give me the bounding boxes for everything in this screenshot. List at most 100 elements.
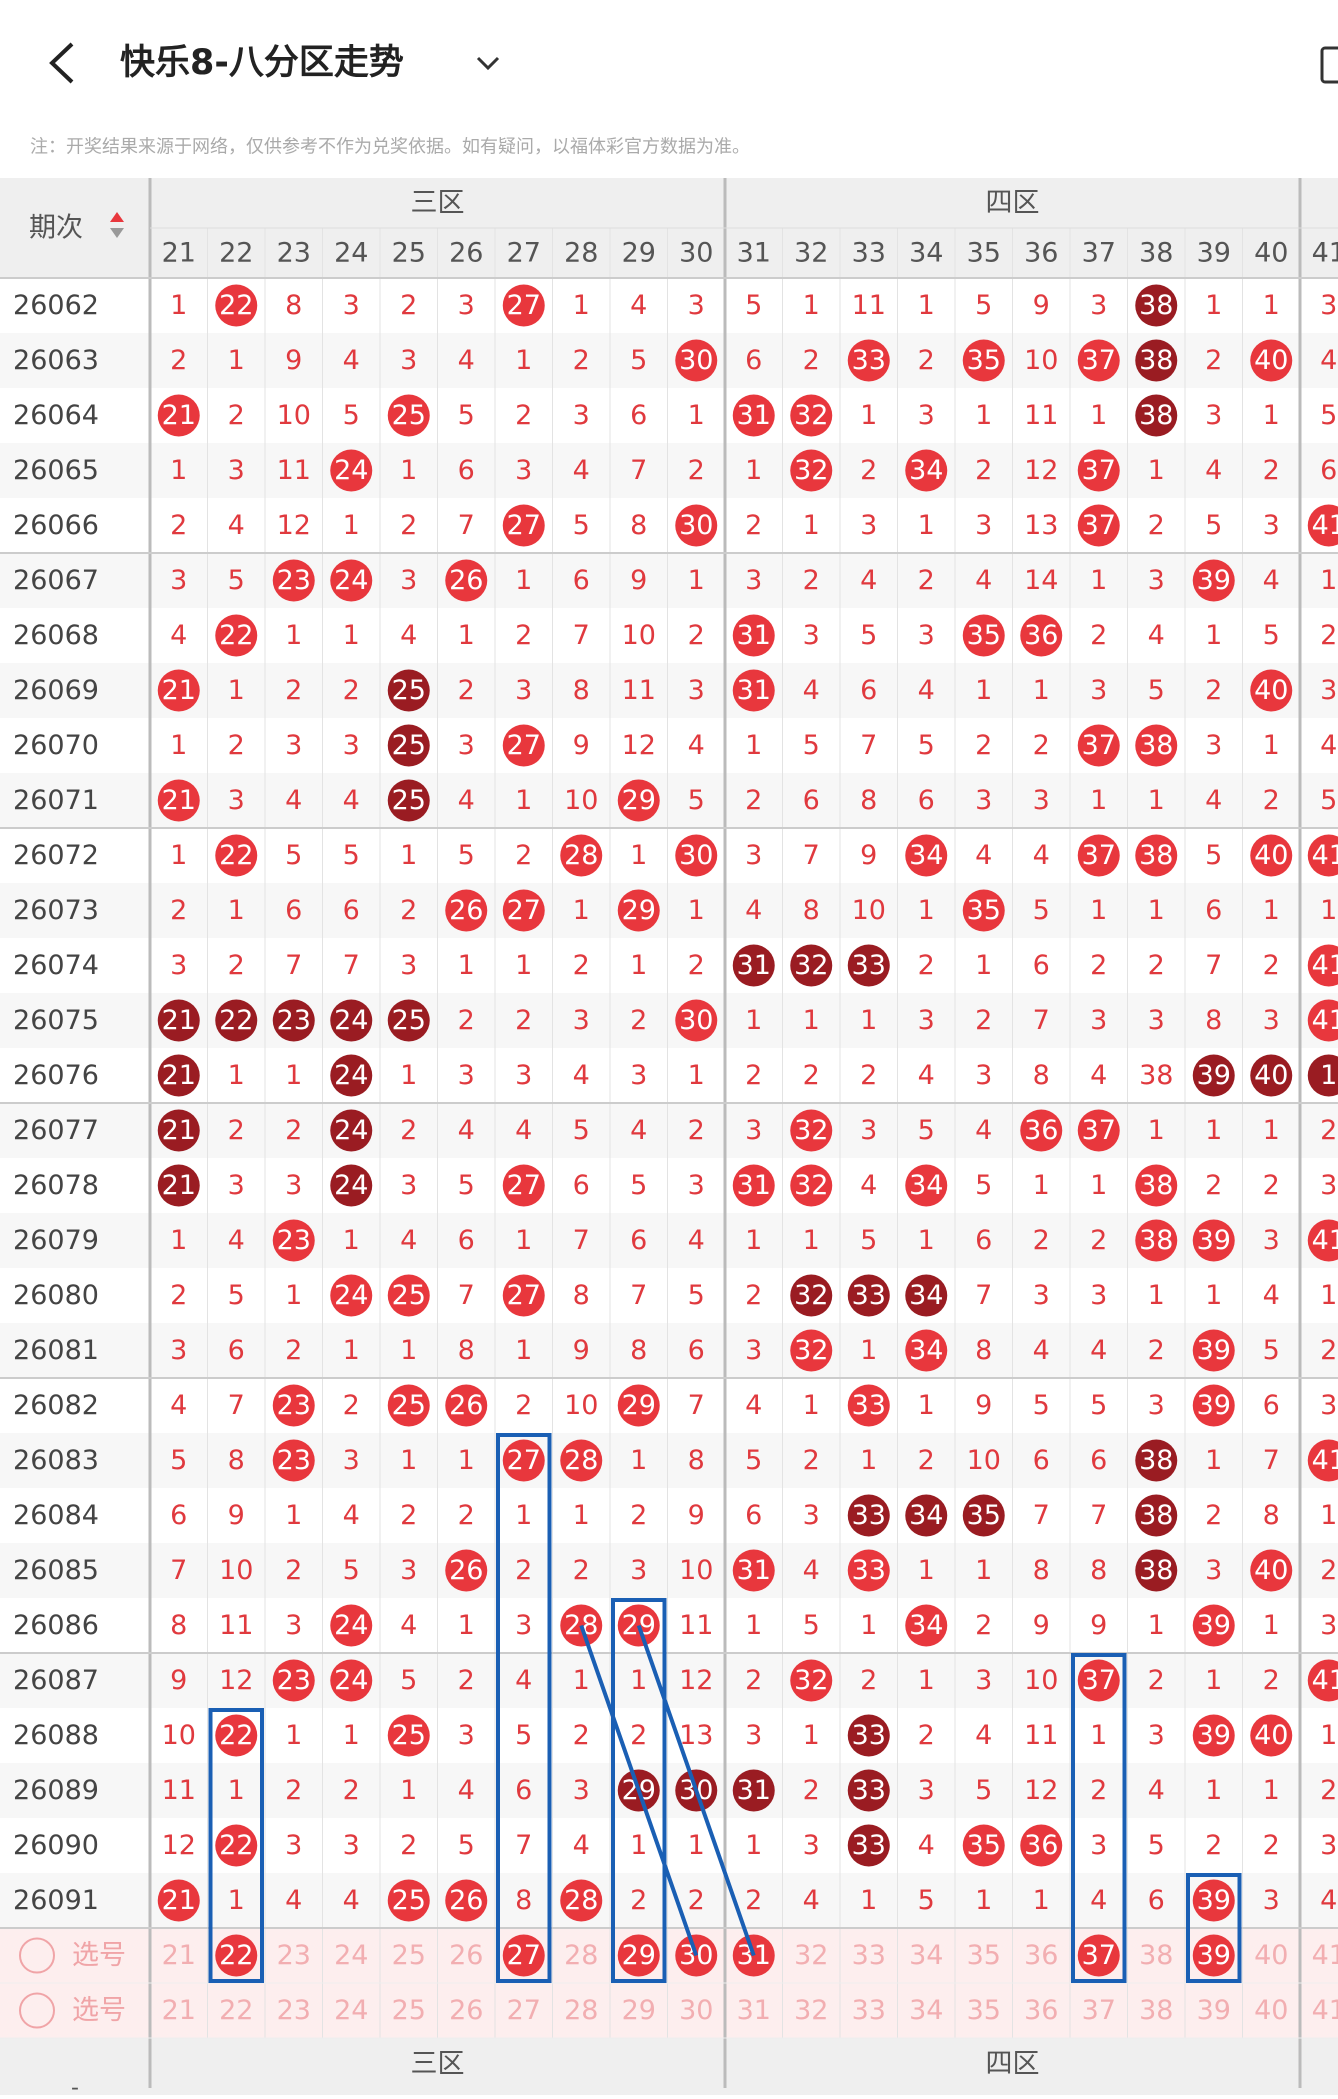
- cell-number: 10: [1024, 345, 1058, 376]
- cell-number: 9: [1033, 1610, 1050, 1641]
- cell-number: 22: [219, 1005, 253, 1036]
- cell-number: 40: [1254, 1940, 1288, 1971]
- issue: 26070: [13, 730, 99, 761]
- cell-number: 2: [918, 1445, 935, 1476]
- cell-number: 3: [573, 400, 590, 431]
- cell-number: 37: [1082, 1940, 1116, 1971]
- cell-number: 5: [228, 1280, 245, 1311]
- issue: 26071: [13, 785, 99, 816]
- cell-number: 21: [162, 1115, 196, 1146]
- cell-number: 7: [1033, 1500, 1050, 1531]
- select-toggle[interactable]: [19, 1937, 55, 1974]
- cell-number: 3: [458, 1720, 475, 1751]
- cell-number: 2: [1148, 950, 1165, 981]
- cell-number: 9: [1033, 290, 1050, 321]
- ball: [1077, 1934, 1120, 1977]
- cell-number: 2: [515, 1005, 532, 1036]
- cell-number: 1: [1205, 1280, 1222, 1311]
- cell-number: 2: [745, 1885, 762, 1916]
- cell-number: 7: [170, 1555, 187, 1586]
- cell-number: 1: [975, 950, 992, 981]
- ball: [1020, 1109, 1063, 1152]
- dropdown[interactable]: [476, 56, 500, 71]
- cell-number: 36: [1024, 1830, 1058, 1861]
- ball: [905, 449, 948, 492]
- ball: [1307, 1439, 1338, 1482]
- cell-number: 2: [803, 345, 820, 376]
- column-number: 31: [737, 238, 771, 269]
- cell-number: 2: [285, 1115, 302, 1146]
- cell-number: 8: [860, 785, 877, 816]
- ball: [790, 944, 833, 987]
- cell-number: 8: [803, 895, 820, 926]
- cell-number: 26: [449, 895, 483, 926]
- cell-number: 1: [170, 290, 187, 321]
- ball: [1135, 834, 1178, 877]
- ball: [847, 1494, 890, 1537]
- cell-number: 32: [794, 455, 828, 486]
- cell-number: 5: [343, 400, 360, 431]
- cell-number: 5: [975, 290, 992, 321]
- cell-number: 2: [458, 1665, 475, 1696]
- issue: 26072: [13, 840, 99, 871]
- cell-number: 2: [573, 950, 590, 981]
- issue: 26068: [13, 620, 99, 651]
- ball: [1192, 1219, 1235, 1262]
- ball: [1077, 1109, 1120, 1152]
- ball: [387, 1714, 430, 1757]
- cell-number: 38: [1139, 840, 1173, 871]
- menu-icon[interactable]: [1320, 46, 1338, 84]
- column-number: 25: [392, 238, 426, 269]
- column-number: 22: [219, 238, 253, 269]
- cell-number: 33: [852, 1555, 886, 1586]
- cell-number: 1: [1263, 730, 1280, 761]
- cell-number: 34: [909, 1280, 943, 1311]
- issue: 26064: [13, 400, 99, 431]
- ball: [157, 669, 200, 712]
- issue: 26082: [13, 1390, 99, 1421]
- ball: [330, 1274, 373, 1317]
- cell-number: 1: [1090, 565, 1107, 596]
- cell-number: 1: [688, 400, 705, 431]
- cell-number: 10: [1024, 1665, 1058, 1696]
- row-bg: [0, 1543, 1338, 1598]
- cell-number: 35: [967, 1940, 1001, 1971]
- select-toggle[interactable]: [19, 1992, 55, 2029]
- cell-number: 2: [1320, 1115, 1337, 1146]
- cell-number: 4: [975, 840, 992, 871]
- cell-number: 8: [1090, 1555, 1107, 1586]
- cell-number: 2: [1033, 1225, 1050, 1256]
- ball: [1192, 1604, 1235, 1647]
- cell-number: 8: [975, 1335, 992, 1366]
- ball: [847, 1549, 890, 1592]
- ball: [1250, 1714, 1293, 1757]
- cell-number: 1: [745, 455, 762, 486]
- cell-number: 7: [343, 950, 360, 981]
- cell-number: 7: [458, 1280, 475, 1311]
- cell-number: 3: [400, 950, 417, 981]
- cell-number: 27: [507, 510, 541, 541]
- cell-number: 1: [918, 1390, 935, 1421]
- cell-number: 2: [1090, 1775, 1107, 1806]
- cell-number: 5: [1148, 1830, 1165, 1861]
- cell-number: 1: [860, 400, 877, 431]
- cell-number: 1: [1205, 1115, 1222, 1146]
- back-button[interactable]: [49, 42, 74, 84]
- ball: [387, 779, 430, 822]
- cell-number: 1: [1205, 1775, 1222, 1806]
- cell-number: 6: [228, 1335, 245, 1366]
- ball: [1250, 339, 1293, 382]
- cell-number: 2: [1263, 950, 1280, 981]
- cell-number: 5: [1320, 785, 1337, 816]
- cell-number: 1: [860, 1885, 877, 1916]
- cell-number: 22: [219, 1995, 253, 2026]
- cell-number: 23: [277, 1445, 311, 1476]
- cell-number: 2: [515, 840, 532, 871]
- ball: [1020, 1824, 1063, 1867]
- cell-number: 5: [515, 1720, 532, 1751]
- cell-number: 36: [1024, 620, 1058, 651]
- cell-number: 4: [860, 1170, 877, 1201]
- row-bg: [0, 1158, 1338, 1213]
- cell-number: 1: [228, 1885, 245, 1916]
- ball: [790, 394, 833, 437]
